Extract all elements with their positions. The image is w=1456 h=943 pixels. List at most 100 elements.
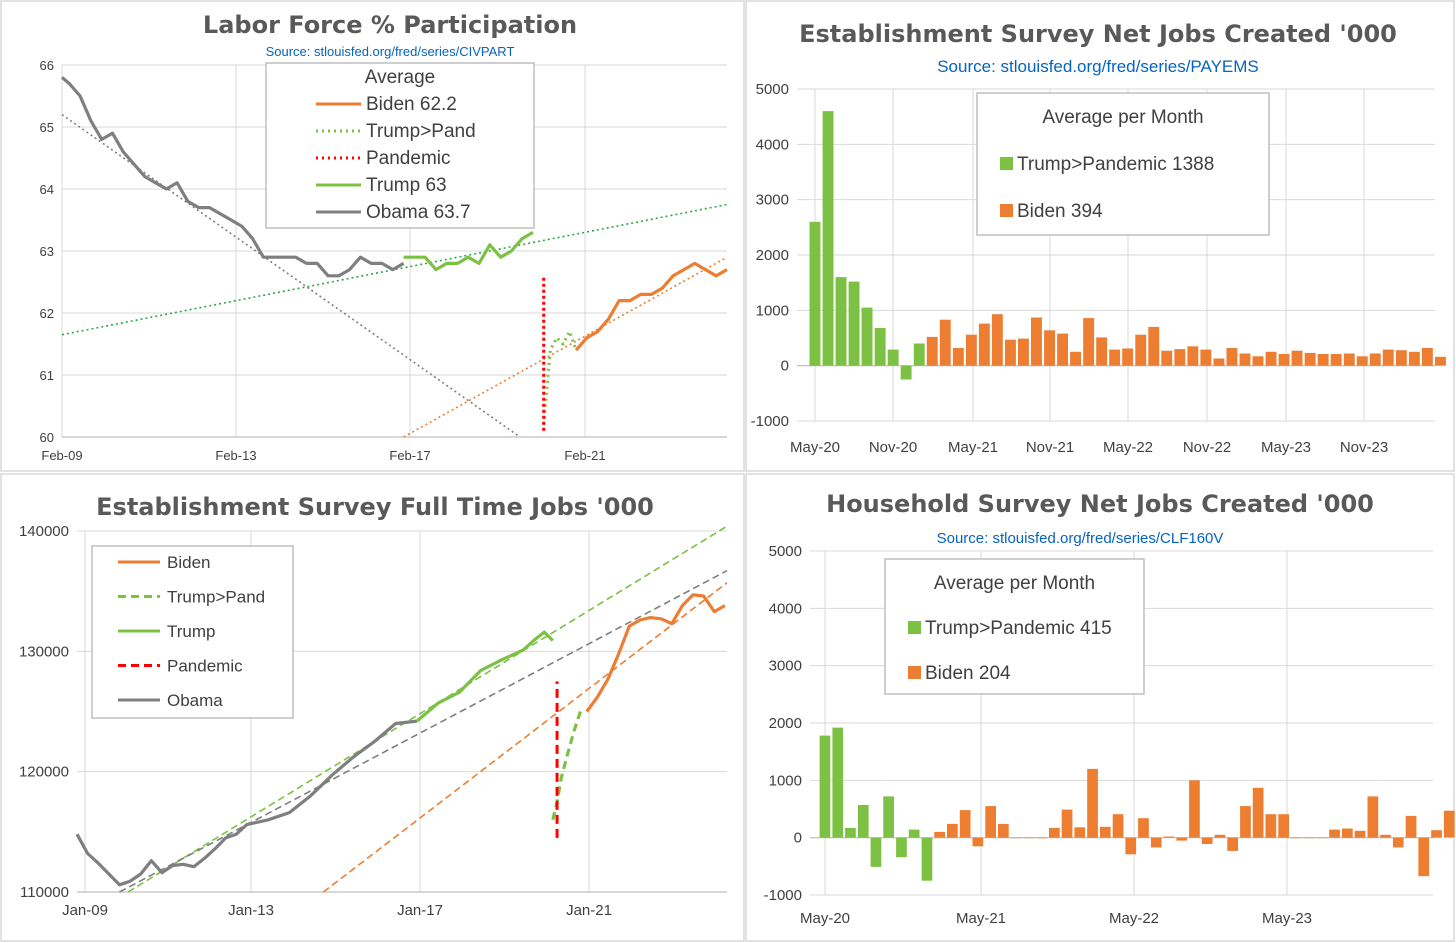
ces_net-bar <box>887 349 899 366</box>
ces_net-bar <box>1096 337 1108 366</box>
cps_net-bar <box>1354 830 1366 838</box>
cps_net-bar <box>1265 814 1277 838</box>
ces_net-bar <box>913 343 925 366</box>
cps_net-ytick: 3000 <box>769 658 802 675</box>
cps_net-bar <box>1342 828 1353 838</box>
cps_net-bar <box>1252 787 1264 838</box>
ces_ft-series-line <box>75 719 418 887</box>
panel-frame-ces-net <box>745 0 1455 472</box>
cps_net-bar <box>1278 814 1289 838</box>
cps_net-bar <box>1329 829 1340 838</box>
ces_net-ytick: 3000 <box>756 192 789 209</box>
ces_net-bar <box>1435 356 1446 366</box>
cps_net-legend-swatch <box>908 666 921 679</box>
ces_net-bar <box>1200 349 1212 366</box>
ces_net-bar <box>861 307 873 366</box>
cps_net-bar <box>1023 837 1035 839</box>
cps_net-bar <box>1125 837 1137 855</box>
cps_net-legend-swatch <box>908 621 921 634</box>
cps_net-bar <box>1010 837 1022 839</box>
ces_ft-legend-item: Trump>Pand <box>167 588 265 607</box>
cps_net-bar <box>1201 837 1213 844</box>
cps_net-bar <box>1227 837 1238 851</box>
ces_net-ytick: 0 <box>781 358 789 375</box>
ces_ft-xtick: Jan-13 <box>228 902 274 919</box>
lfpr-ytick: 65 <box>40 120 54 135</box>
cps_net-bar <box>985 806 996 838</box>
ces_net-bar <box>1239 353 1251 366</box>
cps_net-bar <box>870 837 882 867</box>
cps_net-legend-box <box>884 558 1145 695</box>
ces_net-bar <box>1304 352 1316 366</box>
ces_ft-series-line <box>585 593 726 713</box>
cps_net-bar <box>1392 837 1404 848</box>
cps_net-ytick: -1000 <box>764 887 802 904</box>
ces_net-xtick: Nov-20 <box>869 439 917 456</box>
lfpr-legend-item: Trump 63 <box>366 175 447 196</box>
ces-net-plot-area: -1000 0 1000 2000 3000 4000 5000 May-20 Nov-20 Ma… <box>751 81 1446 456</box>
ces-net-source: Source: stlouisfed.org/fred/series/PAYEM… <box>937 57 1259 76</box>
ces_net-bar <box>1252 356 1264 366</box>
ces_net-bar <box>1343 353 1355 366</box>
ces_net-bar <box>1018 338 1029 366</box>
ces_net-bar <box>991 314 1003 366</box>
lfpr-trendline <box>403 256 728 438</box>
cps_net-bar <box>1176 837 1188 841</box>
lfpr-ytick: 63 <box>40 244 54 259</box>
ces_net-bar <box>952 348 964 366</box>
ces_net-bar <box>1187 346 1199 366</box>
cps_net-bar <box>998 823 1009 838</box>
ces-net-chart: Establishment Survey Net Jobs Created '0… <box>751 20 1446 456</box>
ces_ft-trendline <box>127 525 728 893</box>
ces_net-bar <box>822 111 834 366</box>
ces_net-ytick: 2000 <box>756 247 789 264</box>
cps-net-source: Source: stlouisfed.org/fred/series/CLF16… <box>937 530 1224 547</box>
cps_net-legend-title: Average per Month <box>934 573 1095 594</box>
cps_net-bar <box>1214 834 1226 838</box>
cps-net-title: Household Survey Net Jobs Created '000 <box>826 490 1374 518</box>
ces_ft-legend-item: Biden <box>167 553 210 572</box>
panel-frame-ces-ft <box>0 473 745 942</box>
lfpr-legend-box <box>265 62 535 229</box>
cps_net-legend-item: Trump>Pandemic 415 <box>925 618 1112 639</box>
lfpr-chart: Labor Force % Participation Source: stlo… <box>40 11 728 463</box>
ces_net-bar <box>1317 354 1329 366</box>
ces_net-bar <box>1070 351 1081 366</box>
ces_ft-ytick: 130000 <box>19 643 69 660</box>
lfpr-series-line <box>574 261 728 352</box>
ces_net-xtick: Nov-21 <box>1026 439 1074 456</box>
lfpr-ytick: 64 <box>40 182 54 197</box>
cps_net-bar <box>959 810 971 838</box>
ces_net-bar <box>1057 333 1068 366</box>
cps_net-bar <box>819 735 831 838</box>
cps_net-bar <box>1431 830 1442 838</box>
cps_net-bar <box>1049 827 1060 838</box>
ces_net-bar <box>1408 351 1420 366</box>
ces-net-title: Establishment Survey Net Jobs Created '0… <box>799 20 1397 48</box>
ces_net-xtick: Nov-22 <box>1183 439 1231 456</box>
cps_net-bar <box>1099 826 1111 838</box>
ces_net-bar <box>1291 350 1303 366</box>
lfpr-series-line <box>542 330 578 425</box>
cps_net-bar <box>1316 837 1328 839</box>
lfpr-xtick: Feb-17 <box>389 448 430 463</box>
cps_net-bar <box>1138 818 1149 838</box>
ces_net-bar <box>939 319 951 366</box>
ces_net-ytick: 1000 <box>756 302 789 319</box>
ces_net-legend-item: Biden 394 <box>1017 201 1103 222</box>
panel-frame-cps-net <box>745 473 1455 942</box>
cps_net-bar <box>1291 837 1302 839</box>
ces_net-bar <box>1213 358 1225 366</box>
lfpr-legend-title: Average <box>365 67 435 88</box>
ces_ft-ytick: 110000 <box>20 884 69 901</box>
ces_net-ytick: -1000 <box>751 413 789 430</box>
lfpr-legend-item: Pandemic <box>366 148 451 169</box>
cps_net-bar <box>1418 837 1430 877</box>
lfpr-series-line <box>403 231 534 272</box>
ces_ft-xtick: Jan-09 <box>62 902 108 919</box>
cps-net-plot-area: -1000 0 1000 2000 3000 4000 5000 May-20 May-21 Ma… <box>764 543 1455 927</box>
ces_net-bar <box>874 328 886 366</box>
cps_net-bar <box>908 829 920 838</box>
cps_net-bar <box>1189 780 1200 838</box>
